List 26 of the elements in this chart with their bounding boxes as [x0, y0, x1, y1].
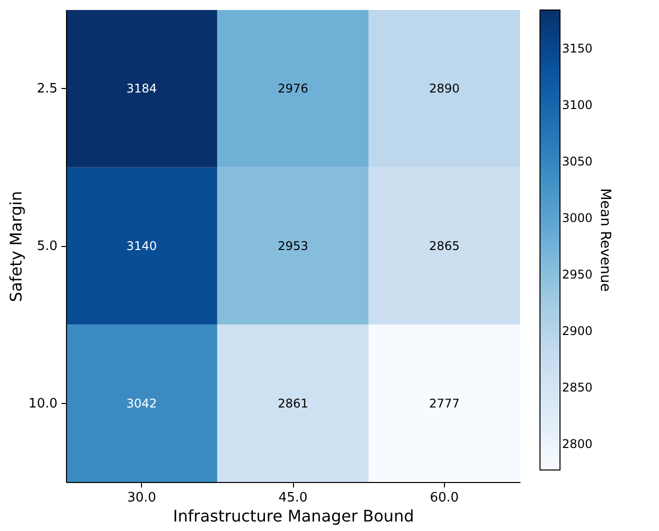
x-tick-label: 30.0 — [127, 490, 156, 506]
color-bar-label: 3100 — [562, 98, 593, 112]
color-bar-label: 2800 — [562, 437, 593, 452]
data-label: 3184 — [126, 82, 157, 96]
data-label: 2890 — [429, 82, 460, 96]
x-tick-label: 60.0 — [430, 490, 459, 506]
color-bar-label: 3050 — [562, 154, 593, 168]
x-axis-title: Infrastructure Manager Bound — [173, 506, 414, 526]
data-label: 3042 — [126, 396, 157, 410]
y-tick-label: 5.0 — [36, 239, 58, 254]
color-bar-label: 2850 — [562, 380, 593, 394]
y-tick-label: 10.0 — [28, 396, 58, 412]
color-bar-title: Mean Revenue — [597, 188, 613, 292]
color-bar-label: 3150 — [562, 41, 593, 56]
color-bar-label: 2950 — [562, 267, 593, 282]
y-axis-title: Safety Margin — [6, 191, 26, 302]
data-label: 2777 — [429, 396, 460, 410]
color-bar-label: 2900 — [562, 324, 593, 338]
x-tick-label: 45.0 — [278, 490, 308, 506]
color-bar-label: 3000 — [562, 210, 593, 225]
data-label: 2953 — [278, 239, 308, 253]
data-label: 2976 — [278, 82, 308, 96]
data-label: 2861 — [278, 396, 308, 410]
data-label: 2865 — [429, 239, 460, 253]
data-label: 3140 — [126, 239, 157, 253]
y-tick-label: 2.5 — [36, 82, 58, 97]
